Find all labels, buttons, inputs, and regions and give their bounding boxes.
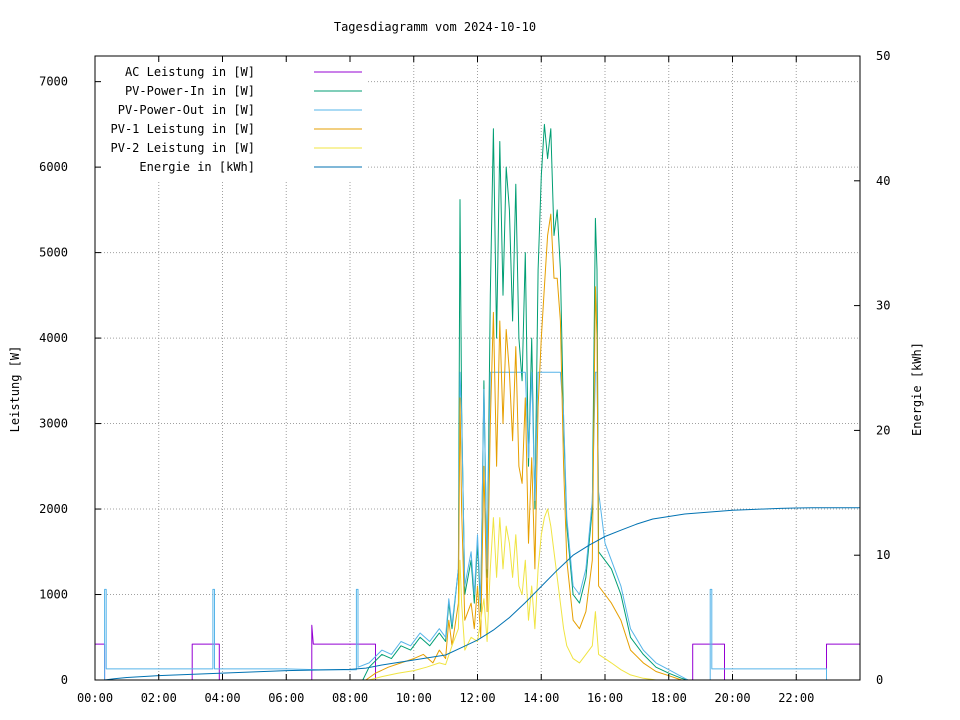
y2-tick-label: 40 [876,174,890,188]
y-axis-label: Leistung [W] [8,346,22,433]
grid-layer [95,56,860,680]
legend: AC Leistung in [W] PV-Power-In in [W] PV-P… [98,60,368,180]
x-tick-label: 08:00 [332,691,368,705]
y2-tick-label: 30 [876,299,890,313]
y-tick-label: 1000 [39,588,68,602]
y-tick-label: 4000 [39,331,68,345]
axis-ticks: 00:00 02:00 04:00 06:00 08:00 10:00 12:00 14:00… [39,49,890,705]
x-tick-label: 18:00 [651,691,687,705]
chart-title: Tagesdiagramm vom 2024-10-10 [334,20,536,34]
x-tick-label: 20:00 [714,691,750,705]
series-layer [95,123,860,681]
x-tick-label: 00:00 [77,691,113,705]
series-line-5 [95,508,860,681]
series-line-6 [95,507,860,681]
x-tick-label: 06:00 [268,691,304,705]
y-tick-label: 0 [61,673,68,687]
y2-tick-label: 0 [876,673,883,687]
y-tick-label: 2000 [39,502,68,516]
y-tick-label: 5000 [39,246,68,260]
y2-axis-label: Energie [kWh] [910,342,924,436]
y2-tick-label: 50 [876,49,890,63]
x-tick-label: 22:00 [778,691,814,705]
legend-label: AC Leistung in [W] [125,65,255,79]
legend-label: PV-2 Leistung in [W] [111,141,256,155]
series-line-4 [95,213,860,681]
legend-label: PV-Power-Out in [W] [118,103,255,117]
x-tick-label: 16:00 [587,691,623,705]
x-tick-label: 14:00 [523,691,559,705]
legend-label: Energie in [kWh] [139,160,255,174]
y-tick-label: 6000 [39,160,68,174]
y-tick-label: 7000 [39,75,68,89]
legend-background [98,60,368,180]
legend-label: PV-Power-In in [W] [125,84,255,98]
y2-tick-label: 20 [876,423,890,437]
y2-tick-label: 10 [876,548,890,562]
series-line-3 [95,371,860,681]
x-tick-label: 10:00 [396,691,432,705]
x-tick-label: 04:00 [204,691,240,705]
legend-label: PV-1 Leistung in [W] [111,122,256,136]
x-tick-label: 02:00 [141,691,177,705]
y-tick-label: 3000 [39,417,68,431]
x-tick-label: 12:00 [459,691,495,705]
